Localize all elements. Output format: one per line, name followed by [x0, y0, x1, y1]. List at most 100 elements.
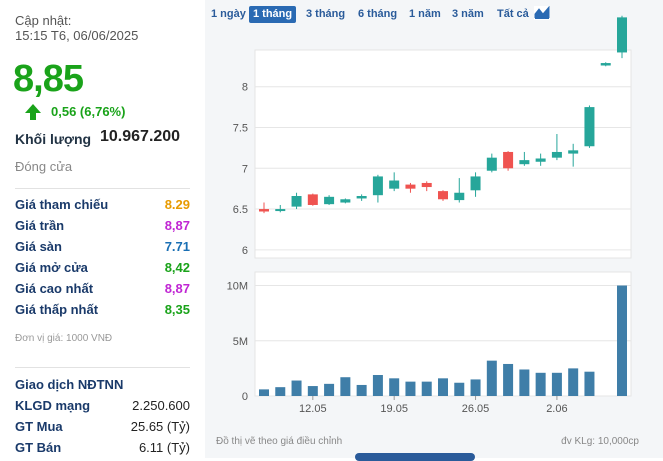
volume-bar [356, 384, 367, 396]
volume-bar [551, 372, 562, 396]
volume-bar [340, 377, 351, 396]
volume-tick-label: 5M [233, 336, 248, 348]
candle-body [486, 157, 497, 171]
volume-bar [421, 381, 432, 396]
candle-body [438, 191, 448, 200]
divider [15, 367, 190, 368]
candle-body [421, 182, 432, 188]
stat-value: 8,35 [164, 302, 190, 317]
candle-body [551, 151, 562, 158]
price-tick-label: 7 [242, 163, 248, 175]
up-arrow-icon-stem [30, 112, 36, 120]
updated-label: Cập nhật: [15, 13, 72, 28]
quote-panel: Cập nhật: 15:15 T6, 06/06/2025 8,85 0,56… [0, 0, 205, 458]
volume-value: 10.967.200 [100, 128, 181, 145]
chart-scroll-handle[interactable] [355, 453, 475, 461]
volume-bar [454, 382, 465, 396]
tab-3-years[interactable]: 3 năm [452, 8, 484, 20]
candle-body [535, 158, 546, 162]
tab-1-year[interactable]: 1 năm [409, 8, 441, 20]
stat-ceiling: Giá trần 8,87 [15, 218, 190, 236]
tab-1-day[interactable]: 1 ngày [211, 8, 246, 20]
volume-bar [486, 360, 497, 396]
price-plot-area [254, 49, 632, 259]
volume-bar [275, 387, 286, 396]
volume-bar [389, 378, 400, 396]
stat-label: Giá mở cửa [15, 260, 88, 275]
stat-reference: Giá tham chiếu 8.29 [15, 197, 190, 215]
market-status: Đóng cửa [15, 159, 73, 174]
stat-value: 8,42 [164, 260, 190, 275]
stat-value: 8,87 [164, 218, 190, 233]
stat-high: Giá cao nhất 8,87 [15, 281, 190, 299]
stat-label: Giá sàn [15, 239, 62, 254]
candle-body [454, 192, 465, 201]
candle-body [340, 199, 351, 203]
volume-bar [470, 379, 481, 396]
foreign-trade-title: Giao dịch NĐTNN [15, 377, 124, 392]
volume-bar [535, 372, 546, 396]
stat-floor: Giá sàn 7.71 [15, 239, 190, 257]
volume-bar [438, 378, 448, 396]
volume-bar [291, 380, 302, 396]
volume-tick-label: 10M [227, 281, 248, 293]
price-tick-label: 6.5 [233, 204, 248, 216]
tab-1-month[interactable]: 1 tháng [249, 6, 297, 23]
up-arrow-icon [25, 104, 41, 113]
volume-bar [372, 375, 383, 396]
volume-tick-label: 0 [242, 391, 248, 403]
volume-bar [405, 381, 416, 396]
tab-6-months[interactable]: 6 tháng [358, 8, 398, 20]
tab-all[interactable]: Tất cả [497, 8, 529, 20]
volume-label: Khối lượng [15, 131, 92, 147]
x-tick-label: 19.05 [380, 403, 408, 415]
stat-value: 8,87 [164, 281, 190, 296]
price-tick-label: 6 [242, 245, 248, 257]
price-volume-chart: 6 6.5 7 7.5 8 0 5M 10M 12.05 19.05 26.05 2.06 [227, 15, 632, 415]
stat-low: Giá thấp nhất 8,35 [15, 302, 190, 320]
volume-bar [324, 383, 335, 396]
candle-body [405, 184, 416, 189]
candle-body [470, 176, 481, 191]
candle-body [519, 160, 530, 165]
candle-body [584, 107, 595, 147]
candle-body [291, 196, 302, 207]
chart-panel: 1 ngày 1 tháng 3 tháng 6 tháng 1 năm 3 n… [205, 0, 663, 461]
volume-bar [519, 369, 530, 396]
candle-body [568, 150, 579, 154]
divider [15, 188, 190, 189]
tab-3-months[interactable]: 3 tháng [306, 8, 346, 20]
volume-bar [617, 285, 627, 396]
foreign-value: 6.11 (Tỷ) [138, 440, 190, 455]
candle-body [600, 63, 611, 66]
candle-body [389, 180, 400, 189]
volume-bar [568, 368, 579, 396]
price-change: 0,56 (6,76%) [51, 104, 126, 119]
stat-label: Giá cao nhất [15, 281, 94, 296]
foreign-value: 2.250.600 [132, 398, 190, 413]
candle-body [356, 196, 367, 199]
x-tick-label: 12.05 [299, 403, 327, 415]
foreign-label: GT Bán [15, 440, 62, 455]
price-tick-label: 8 [242, 82, 248, 94]
foreign-net-volume: KLGD mạng 2.250.600 [15, 398, 190, 416]
current-price: 8,85 [13, 58, 84, 100]
candle-body [259, 209, 269, 212]
range-tabs: 1 ngày 1 tháng 3 tháng 6 tháng 1 năm 3 n… [205, 6, 663, 24]
stat-label: Giá thấp nhất [15, 302, 99, 317]
x-tick-label: 2.06 [546, 403, 567, 415]
stat-open: Giá mở cửa 8,42 [15, 260, 190, 278]
volume-plot-area [254, 271, 632, 397]
price-tick-label: 7.5 [233, 122, 248, 134]
stat-value: 7.71 [164, 239, 190, 254]
stat-label: Giá tham chiếu [15, 197, 109, 212]
x-tick-label: 26.05 [462, 403, 490, 415]
stat-label: Giá trần [15, 218, 65, 233]
foreign-buy-value: GT Mua 25.65 (Tỷ) [15, 419, 190, 437]
updated-time: 15:15 T6, 06/06/2025 [15, 28, 139, 43]
area-chart-icon[interactable] [534, 6, 550, 20]
candle-body [372, 176, 383, 196]
foreign-sell-value: GT Bán 6.11 (Tỷ) [15, 440, 190, 458]
foreign-label: KLGD mạng [15, 398, 91, 413]
foreign-value: 25.65 (Tỷ) [130, 419, 190, 434]
